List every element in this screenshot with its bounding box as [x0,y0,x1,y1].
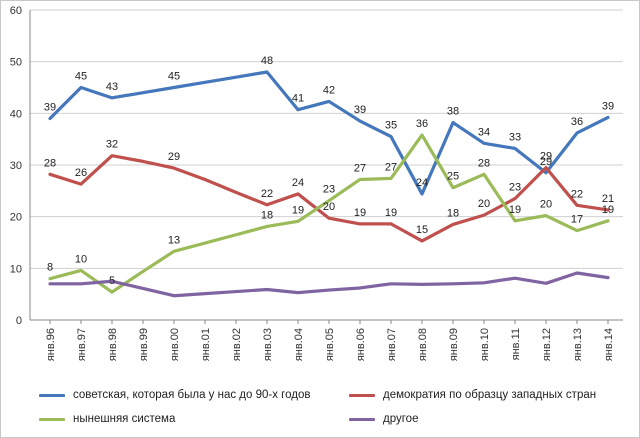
legend-swatch [39,393,65,397]
x-tick-label: янв.10 [479,328,491,361]
legend-swatch [39,417,65,421]
data-label: 24 [416,177,428,189]
data-label: 13 [168,234,180,246]
data-label: 48 [261,55,273,67]
data-label: 10 [75,253,87,265]
legend-swatch [349,393,375,397]
x-tick-label: янв.00 [169,328,181,361]
data-label: 43 [106,81,118,93]
data-label: 20 [323,201,335,213]
data-label: 32 [106,139,118,151]
data-label: 15 [416,224,428,236]
data-label: 29 [540,156,552,168]
data-label: 19 [602,204,614,216]
data-label: 19 [354,207,366,219]
data-label: 36 [416,118,428,130]
series-line-0 [48,70,610,196]
y-tick-label: 30 [10,160,22,172]
legend-label: нынешняя система [73,413,176,425]
data-label: 29 [168,151,180,163]
x-tick-label: янв.09 [448,328,460,361]
x-tick-label: янв.11 [510,328,522,360]
x-tick-label: янв.08 [417,328,429,361]
y-tick-label: 10 [10,263,22,275]
data-label: 39 [602,100,614,112]
x-tick-label: янв.97 [76,328,88,361]
x-tick-label: янв.98 [107,328,119,361]
data-label: 28 [44,157,56,169]
y-tick-label: 50 [10,57,22,69]
data-label: 42 [323,84,335,96]
data-label: 38 [447,106,459,118]
data-label: 19 [509,204,521,216]
x-tick-label: янв.05 [324,328,336,361]
data-label: 35 [385,120,397,132]
legend-label: другое [383,413,419,425]
y-tick-label: 0 [16,315,22,327]
y-tick-label: 60 [10,5,22,17]
data-label: 39 [354,104,366,116]
x-tick-label: янв.02 [231,328,243,361]
data-label: 18 [447,207,459,219]
legend-label: советская, которая была у нас до 90-х го… [73,389,311,401]
legend-item: советская, которая была у нас до 90-х го… [39,389,310,401]
x-tick-label: янв.12 [541,328,553,361]
data-label: 23 [323,184,335,196]
y-tick-label: 40 [10,108,22,120]
x-tick-label: янв.01 [200,328,212,361]
data-label: 27 [385,161,397,173]
y-tick-label: 20 [10,212,22,224]
data-label: 22 [571,188,583,200]
data-label: 19 [385,207,397,219]
data-label: 28 [478,157,490,169]
data-label: 23 [509,182,521,194]
data-label: 24 [292,177,304,189]
x-tick-label: янв.03 [262,328,274,361]
legend-item: другое [349,413,418,425]
x-tick-label: янв.13 [572,328,584,361]
series-line-2 [48,133,610,294]
data-label: 5 [109,275,115,287]
series-line-1 [48,154,610,243]
x-tick-label: янв.14 [603,328,615,361]
data-label: 34 [478,126,490,138]
data-label: 29 [540,151,552,163]
data-label: 19 [292,204,304,216]
legend-item: демократия по образцу западных стран [349,389,596,401]
data-label: 22 [261,188,273,200]
data-label: 39 [44,102,56,114]
data-label: 25 [447,171,459,183]
x-tick-label: янв.96 [45,328,57,361]
data-label: 26 [75,167,87,179]
data-label: 20 [540,199,552,211]
x-tick-label: янв.07 [386,328,398,361]
data-label: 45 [75,71,87,83]
legend-item: нынешняя система [39,413,175,425]
data-label: 21 [602,193,614,205]
x-tick-label: янв.99 [138,328,150,361]
legend-swatch [349,417,375,421]
data-label: 20 [478,198,490,210]
x-tick-label: янв.06 [355,328,367,361]
data-label: 8 [47,262,53,274]
data-label: 45 [168,71,180,83]
data-label: 17 [571,214,583,226]
legend-label: демократия по образцу западных стран [383,389,597,401]
x-tick-label: янв.04 [293,328,305,361]
data-label: 33 [509,131,521,143]
data-label: 41 [292,93,304,105]
data-label: 18 [261,209,273,221]
data-label: 36 [571,116,583,128]
series-line-3 [48,271,610,298]
data-label: 27 [354,162,366,174]
